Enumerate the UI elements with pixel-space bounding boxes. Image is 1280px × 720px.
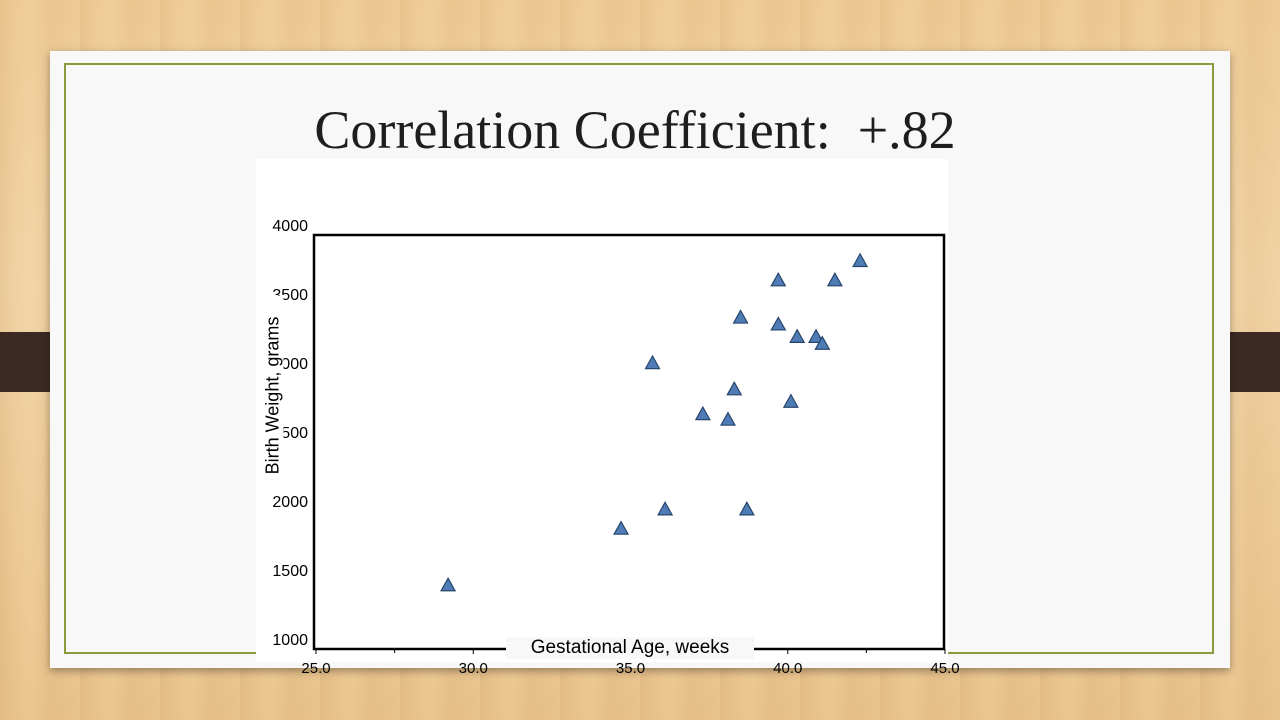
- x-tick-label: 30.0: [459, 660, 488, 677]
- data-point: [770, 271, 787, 287]
- y-tick-label: 4000: [272, 218, 308, 235]
- data-point: [440, 576, 457, 592]
- y-tick-label: 1500: [272, 563, 308, 580]
- data-point: [770, 316, 787, 331]
- data-point: [726, 380, 743, 396]
- y-tick-label: 2000: [272, 494, 308, 511]
- x-axis-label: Gestational Age, weeks: [506, 637, 754, 659]
- scatter-chart: 1000 1500 2000 2500 3000 3500 4000 25.0 30.0 35.0…: [256, 159, 960, 677]
- x-tick-label: 25.0: [301, 660, 330, 677]
- data-point: [613, 520, 630, 535]
- data-point: [719, 411, 737, 426]
- data-point: [644, 354, 661, 370]
- y-tick-label: 1000: [272, 632, 308, 649]
- x-tick-label: 35.0: [616, 660, 645, 677]
- slide-title: Correlation Coefficient: +.82: [314, 100, 956, 160]
- data-point: [732, 309, 749, 324]
- data-point: [808, 328, 825, 343]
- plot-frame: [312, 233, 946, 651]
- data-point: [782, 393, 799, 408]
- x-tick-label: 40.0: [773, 660, 802, 677]
- slide: Correlation Coefficient: +.82 1000 1500 20…: [50, 51, 1230, 677]
- y-axis-label: Birth Weight, grams: [262, 295, 284, 496]
- data-point: [826, 271, 843, 287]
- data-point: [657, 501, 674, 516]
- x-tick-label: 45.0: [930, 660, 959, 677]
- data-point: [738, 501, 755, 516]
- data-point: [852, 252, 869, 268]
- data-point: [694, 405, 711, 421]
- data-point: [789, 328, 806, 343]
- data-point: [814, 335, 831, 350]
